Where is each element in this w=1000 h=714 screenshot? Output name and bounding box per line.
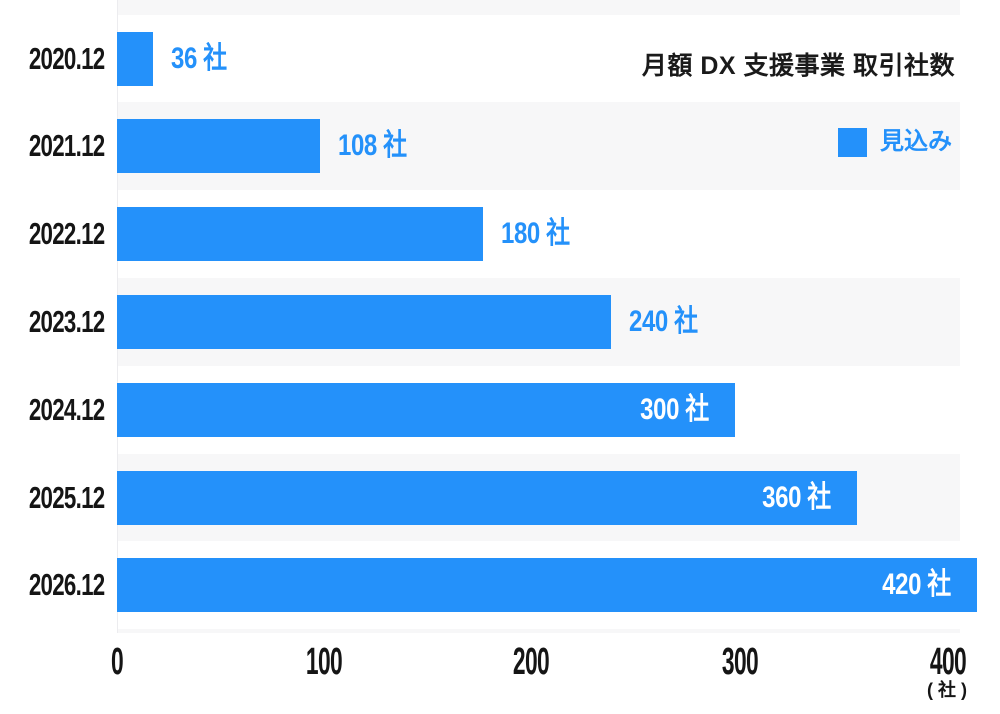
bar — [117, 470, 857, 525]
bar-value-label: 180 社 — [501, 217, 570, 251]
x-axis-tick-label: 300 — [721, 641, 759, 683]
bar-value-label: 240 社 — [629, 304, 698, 338]
row-stripe — [117, 629, 960, 633]
y-axis-label: 2022.12 — [28, 216, 105, 252]
y-axis-label: 2025.12 — [28, 479, 105, 515]
bar-value-label: 300 社 — [640, 392, 709, 426]
x-axis-unit-label: ( 社 ) — [927, 680, 967, 700]
y-axis-label: 2021.12 — [28, 128, 105, 164]
bar-value-label: 108 社 — [338, 129, 407, 163]
y-axis-label: 2024.12 — [28, 391, 105, 427]
bar — [117, 382, 735, 437]
bar — [117, 558, 977, 613]
y-axis-label: 2026.12 — [28, 567, 105, 603]
bar — [117, 207, 483, 262]
bar-value-label: 360 社 — [762, 480, 831, 514]
bar — [117, 294, 611, 349]
row-stripe — [117, 0, 960, 15]
bar-value-label: 36 社 — [171, 41, 227, 75]
x-axis-tick-label: 400 — [929, 641, 967, 683]
x-axis-tick-label: 100 — [305, 641, 343, 683]
legend: 見込み — [838, 127, 952, 157]
bar-value-label: 420 社 — [882, 568, 951, 602]
y-axis-label: 2020.12 — [28, 40, 105, 76]
y-axis-label: 2023.12 — [28, 304, 105, 339]
chart-title: 月額 DX 支援事業 取引社数 — [641, 52, 955, 80]
legend-color-swatch — [838, 127, 867, 157]
bar — [117, 31, 153, 86]
x-axis-tick-label: 200 — [512, 641, 550, 683]
plot-area: 2020.12 36 社 2021.12 108 社 2022.12 180 社 2023.… — [28, 0, 977, 633]
x-axis-tick-label: 0 — [110, 641, 124, 683]
legend-label: 見込み — [880, 128, 952, 155]
bar — [117, 119, 320, 174]
